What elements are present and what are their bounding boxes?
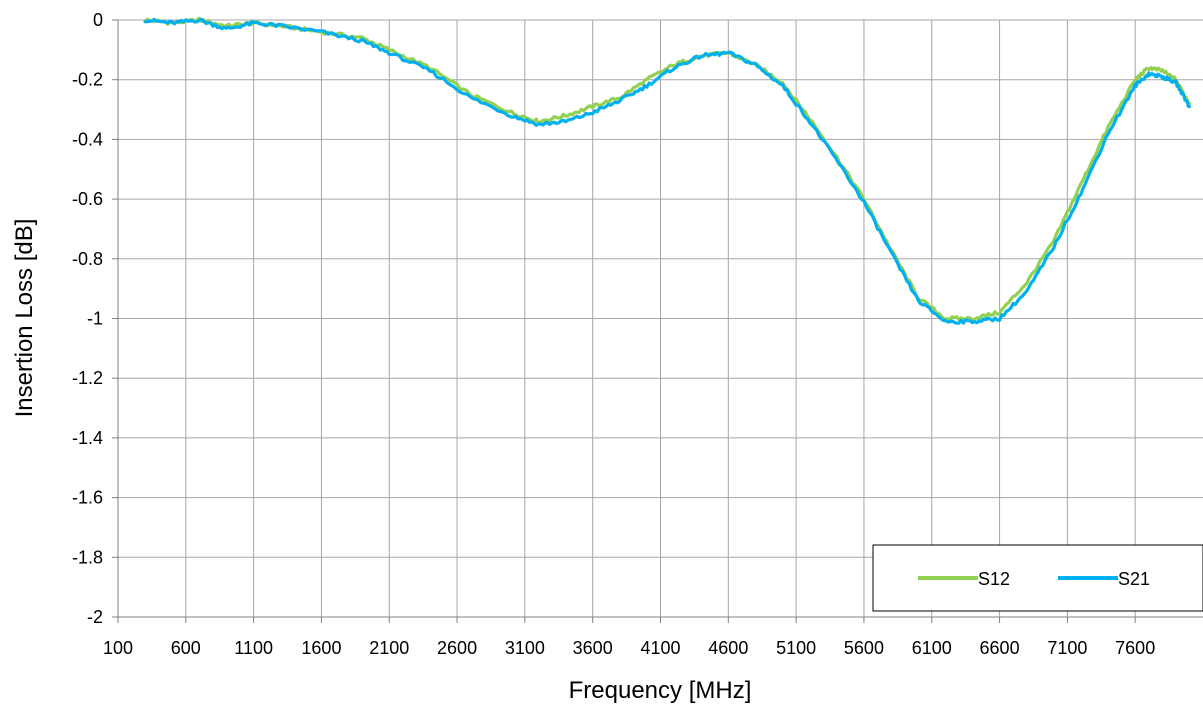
y-tick-label: -0.6 bbox=[72, 189, 103, 209]
series-line-s12 bbox=[143, 16, 1191, 322]
y-tick-label: -2 bbox=[87, 607, 103, 627]
x-tick-label: 2100 bbox=[369, 638, 409, 658]
y-tick-label: 0 bbox=[93, 10, 103, 30]
legend-label-s21: S21 bbox=[1118, 569, 1150, 589]
x-tick-label: 6600 bbox=[980, 638, 1020, 658]
y-tick-label: -0.2 bbox=[72, 70, 103, 90]
x-tick-label: 7100 bbox=[1047, 638, 1087, 658]
tick-labels: 0 -0.2 -0.4 -0.6 -0.8 -1 -1.2 -1.4 -1.6 -1.8 -2100… bbox=[72, 10, 1155, 658]
series-line-s21 bbox=[143, 17, 1191, 325]
y-tick-label: -1.6 bbox=[72, 488, 103, 508]
x-tick-label: 4100 bbox=[640, 638, 680, 658]
grid bbox=[117, 19, 1203, 618]
y-tick-label: -1.8 bbox=[72, 547, 103, 567]
y-tick-label: -1.2 bbox=[72, 368, 103, 388]
legend: S12 S21 bbox=[872, 544, 1203, 612]
x-tick-label: 100 bbox=[103, 638, 133, 658]
x-tick-label: 7600 bbox=[1115, 638, 1155, 658]
x-tick-label: 5600 bbox=[844, 638, 884, 658]
x-tick-label: 3600 bbox=[573, 638, 613, 658]
y-tick-label: -0.4 bbox=[72, 129, 103, 149]
y-tick-label: -0.8 bbox=[72, 249, 103, 269]
x-tick-label: 3100 bbox=[505, 638, 545, 658]
x-axis-title: Frequency [MHz] bbox=[569, 677, 752, 704]
legend-label-s12: S12 bbox=[978, 569, 1010, 589]
x-tick-label: 1100 bbox=[234, 638, 273, 658]
axes bbox=[112, 19, 1203, 623]
series-lines bbox=[143, 16, 1191, 325]
x-tick-label: 1600 bbox=[301, 638, 341, 658]
y-tick-label: -1 bbox=[87, 309, 103, 329]
y-tick-label: -1.4 bbox=[72, 428, 103, 448]
y-axis-title: Insertion Loss [dB] bbox=[11, 219, 38, 418]
x-tick-label: 5100 bbox=[776, 638, 816, 658]
x-tick-label: 600 bbox=[171, 638, 201, 658]
x-tick-label: 4600 bbox=[708, 638, 748, 658]
x-tick-label: 2600 bbox=[437, 638, 477, 658]
x-tick-label: 6100 bbox=[912, 638, 952, 658]
